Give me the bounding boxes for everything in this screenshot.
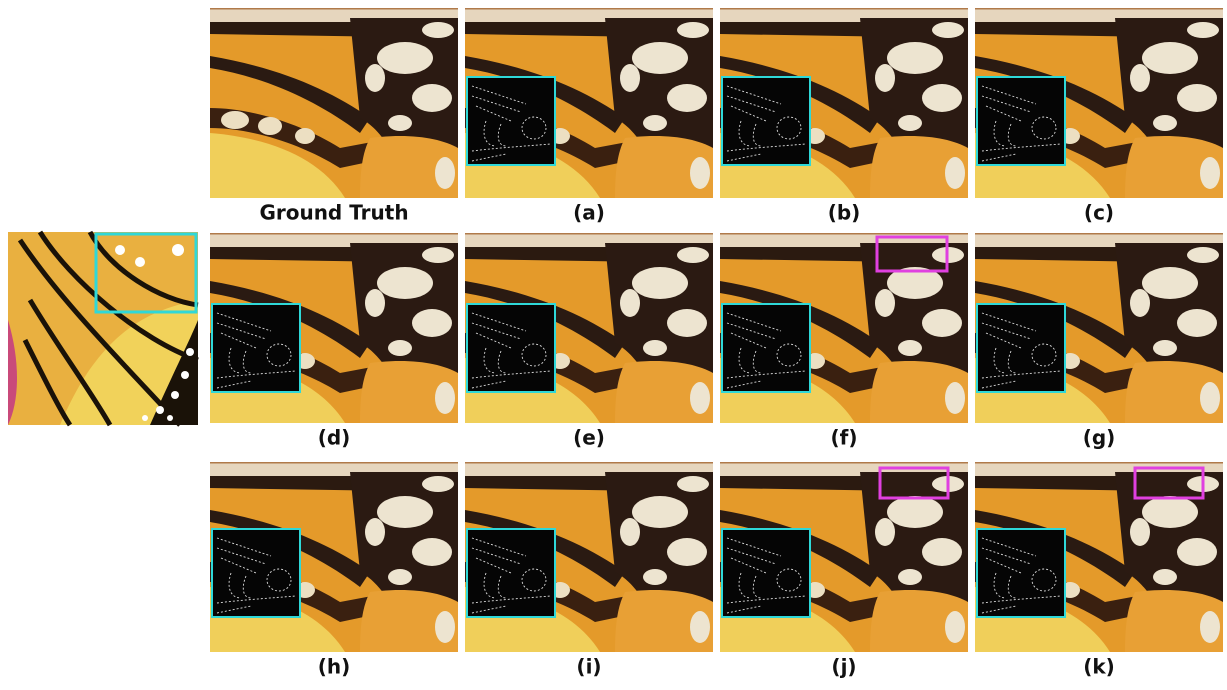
inset — [976, 528, 1066, 618]
inset — [211, 303, 301, 393]
panel: (b) — [720, 8, 968, 225]
panel-label: (i) — [576, 655, 601, 679]
inset — [721, 303, 811, 393]
panel-label: (e) — [573, 426, 605, 450]
panel-label: (f) — [831, 426, 858, 450]
inset — [211, 528, 301, 618]
inset — [466, 76, 556, 166]
panel-label: (h) — [318, 655, 351, 679]
panel: (h) — [210, 462, 458, 679]
panel-label: (j) — [831, 655, 856, 679]
panel: (d) — [210, 233, 458, 450]
panel: (a) — [465, 8, 713, 225]
panel: Ground Truth — [210, 8, 458, 225]
panel-label: (a) — [573, 201, 605, 225]
panel: (i) — [465, 462, 713, 679]
panel-label: (g) — [1083, 426, 1116, 450]
inset — [721, 528, 811, 618]
panel: (k) — [975, 462, 1223, 679]
panel-label: (c) — [1084, 201, 1114, 225]
panel-label: Ground Truth — [259, 201, 408, 225]
panel: (f) — [720, 233, 968, 450]
panel-image — [210, 8, 458, 198]
page: Ground Truth (a) (b) (c) (d) (e) (f) (g) (h) (i) (… — [0, 0, 1227, 690]
inset — [976, 303, 1066, 393]
panel: (j) — [720, 462, 968, 679]
inset — [976, 76, 1066, 166]
figure: Ground Truth (a) (b) (c) (d) (e) (f) (g) (h) (i) (… — [0, 0, 1227, 690]
inset — [466, 303, 556, 393]
panel: (c) — [975, 8, 1223, 225]
source-image — [8, 232, 198, 425]
panel-label: (d) — [318, 426, 351, 450]
panel: (g) — [975, 233, 1223, 450]
inset — [721, 76, 811, 166]
panel: (e) — [465, 233, 713, 450]
panel-label: (k) — [1083, 655, 1115, 679]
panel-label: (b) — [828, 201, 861, 225]
inset — [466, 528, 556, 618]
